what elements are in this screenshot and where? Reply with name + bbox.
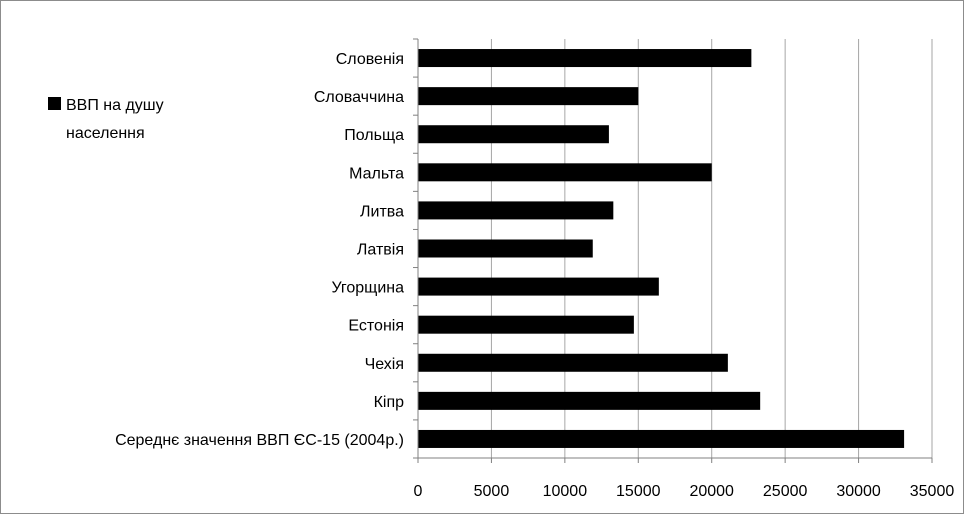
x-tick-label: 15000 — [616, 483, 661, 500]
tick-labels: 0 5000 10000 15000 20000 25000 30000 35000 — [414, 483, 955, 500]
category-label: Польща — [344, 127, 404, 144]
bar — [418, 163, 712, 182]
category-label: Мальта — [349, 165, 404, 182]
x-tick-label: 35000 — [910, 483, 955, 500]
category-label: Литва — [360, 203, 404, 220]
category-label: Латвія — [357, 242, 404, 259]
category-labels: Словенія Словаччина Польща Мальта Литва Латві… — [115, 51, 404, 449]
x-tick-label: 5000 — [474, 483, 510, 500]
x-tick-label: 30000 — [836, 483, 881, 500]
category-label: Середнє значення ВВП ЄС-15 (2004р.) — [115, 432, 404, 449]
bar — [418, 49, 752, 68]
category-label: Словаччина — [314, 89, 404, 106]
legend: ВВП на душу населення — [48, 97, 164, 142]
bar — [418, 125, 609, 144]
legend-label-line2: населення — [66, 125, 145, 142]
bar — [418, 201, 614, 220]
grid-lines — [417, 39, 933, 463]
x-tick-label: 25000 — [763, 483, 808, 500]
legend-swatch — [48, 97, 61, 110]
bar — [418, 429, 905, 448]
x-tick-label: 20000 — [689, 483, 734, 500]
bar — [418, 391, 761, 410]
category-label: Словенія — [336, 51, 404, 68]
bar — [418, 277, 659, 296]
bars — [418, 49, 905, 448]
x-tick-label: 0 — [414, 483, 423, 500]
category-label: Угорщина — [331, 280, 404, 297]
axes — [413, 38, 932, 459]
bar — [418, 353, 728, 372]
category-label: Чехія — [365, 356, 404, 373]
bar — [418, 87, 639, 106]
x-tick-label: 10000 — [543, 483, 588, 500]
bar — [418, 315, 634, 334]
bar — [418, 239, 593, 258]
category-label: Кіпр — [374, 394, 405, 411]
category-label: Естонія — [348, 318, 404, 335]
legend-label-line1: ВВП на душу — [66, 97, 164, 114]
